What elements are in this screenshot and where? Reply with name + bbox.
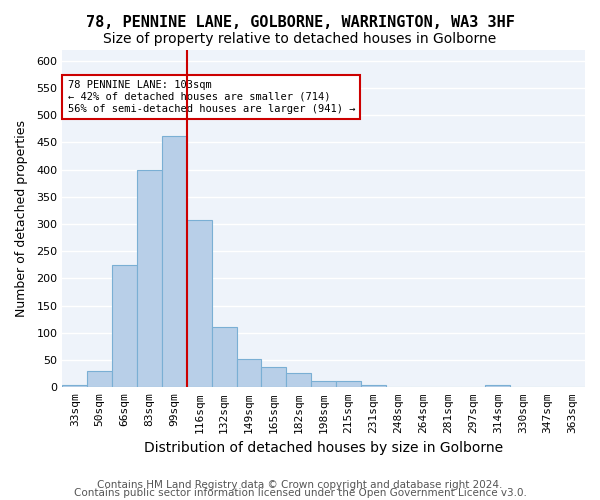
Bar [236, 359, 262, 388]
Bar [137, 170, 162, 388]
Bar [262, 366, 286, 388]
Text: 78, PENNINE LANE, GOLBORNE, WARRINGTON, WA3 3HF: 78, PENNINE LANE, GOLBORNE, WARRINGTON, … [86, 15, 514, 30]
Bar [311, 381, 336, 388]
Bar [87, 371, 112, 388]
X-axis label: Distribution of detached houses by size in Golborne: Distribution of detached houses by size … [144, 441, 503, 455]
Bar [187, 220, 212, 388]
Bar [62, 384, 87, 388]
Text: 78 PENNINE LANE: 103sqm
← 42% of detached houses are smaller (714)
56% of semi-d: 78 PENNINE LANE: 103sqm ← 42% of detache… [68, 80, 355, 114]
Bar [336, 381, 361, 388]
Bar [485, 384, 511, 388]
Y-axis label: Number of detached properties: Number of detached properties [15, 120, 28, 317]
Bar [162, 136, 187, 388]
Bar [212, 328, 236, 388]
Bar [286, 373, 311, 388]
Bar [361, 385, 386, 388]
Text: Contains HM Land Registry data © Crown copyright and database right 2024.: Contains HM Land Registry data © Crown c… [97, 480, 503, 490]
Bar [112, 265, 137, 388]
Text: Contains public sector information licensed under the Open Government Licence v3: Contains public sector information licen… [74, 488, 526, 498]
Text: Size of property relative to detached houses in Golborne: Size of property relative to detached ho… [103, 32, 497, 46]
